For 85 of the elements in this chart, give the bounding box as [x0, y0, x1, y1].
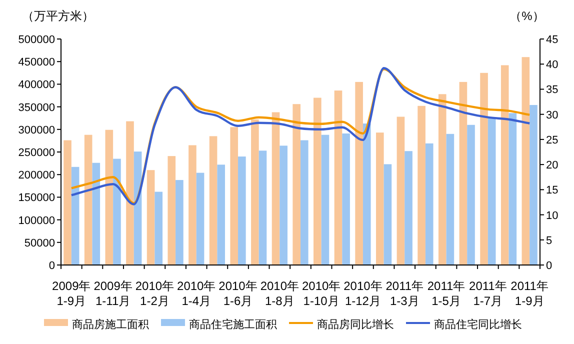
- y2-tick-label: 25: [546, 134, 558, 146]
- bar: [188, 145, 196, 265]
- x-tick-label: 2010年 1-2月: [135, 279, 174, 308]
- y2-axis-title: （%）: [510, 9, 544, 23]
- y2-tick-label: 5: [546, 234, 552, 247]
- bar: [146, 170, 155, 265]
- bar: [446, 134, 454, 265]
- bar: [196, 172, 204, 265]
- bar: [404, 151, 412, 265]
- bar: [300, 140, 308, 265]
- y-tick-label: 100000: [18, 214, 55, 227]
- bar: [64, 140, 72, 265]
- bar: [314, 98, 322, 265]
- x-tick-label: 2011年 1-9月: [510, 279, 548, 308]
- bar: [134, 152, 142, 265]
- bar: [251, 119, 259, 265]
- bar: [488, 118, 496, 265]
- bar: [168, 156, 176, 265]
- x-tick-label: 2009年 1-9月: [52, 279, 91, 308]
- bar: [530, 104, 538, 265]
- bar: [258, 150, 267, 265]
- bar: [92, 162, 100, 265]
- bar: [176, 180, 184, 265]
- bar: [459, 82, 468, 265]
- bar: [280, 146, 288, 265]
- bar: [126, 121, 134, 265]
- y-tick-label: 150000: [18, 192, 55, 204]
- legend-label: 商品住宅施工面积: [189, 318, 277, 331]
- bar: [418, 106, 426, 265]
- bar: [334, 90, 342, 265]
- bar: [522, 57, 530, 265]
- bar: [154, 192, 163, 265]
- x-tick-label: 2011年 1-5月: [427, 279, 466, 308]
- bar: [396, 116, 405, 265]
- y2-tick-label: 45: [546, 34, 558, 46]
- bar: [362, 124, 371, 265]
- x-tick-label: 2009年 1-11月: [94, 279, 132, 308]
- legend-label: 商品住宅同比增长: [434, 318, 522, 331]
- bar: [292, 104, 300, 265]
- bar: [217, 164, 226, 265]
- bar: [425, 143, 434, 265]
- bar: [209, 136, 218, 265]
- bar: [113, 158, 121, 265]
- bar: [105, 130, 114, 265]
- x-tick-label: 2010年 1-12月: [344, 279, 382, 308]
- y-tick-label: 500000: [18, 34, 55, 46]
- y-tick-label: 50000: [24, 237, 55, 250]
- y-tick-label: 0: [48, 260, 55, 272]
- bar: [355, 82, 363, 265]
- y-tick-label: 200000: [18, 170, 55, 182]
- bar: [272, 112, 280, 265]
- bar: [480, 72, 488, 265]
- y-tick-label: 300000: [18, 124, 55, 136]
- y2-tick-label: 30: [546, 109, 558, 122]
- y2-tick-label: 40: [546, 59, 558, 72]
- y2-tick-label: 35: [546, 84, 558, 96]
- legend-label: 商品房施工面积: [72, 318, 149, 331]
- y2-tick-label: 10: [546, 210, 558, 222]
- x-tick-label: 2011年 1-3月: [386, 279, 424, 308]
- y-tick-label: 350000: [18, 102, 55, 114]
- bar: [438, 94, 446, 265]
- x-tick-label: 2010年 1-10月: [302, 279, 341, 308]
- x-tick-label: 2010年 1-8月: [260, 279, 300, 308]
- bar: [84, 134, 92, 265]
- bar: [384, 164, 392, 265]
- bar: [376, 132, 384, 265]
- y-axis-title: （万平方米）: [22, 9, 94, 23]
- bar: [238, 156, 246, 265]
- y-tick-label: 250000: [18, 147, 55, 159]
- x-tick-label: 2010年 1-4月: [177, 279, 216, 308]
- x-tick-label: 2010年 1-6月: [218, 279, 258, 308]
- bar: [321, 134, 330, 265]
- bar: [230, 127, 238, 265]
- bar: [500, 65, 509, 265]
- bar: [508, 113, 517, 265]
- y-tick-label: 450000: [18, 56, 55, 69]
- bar: [342, 133, 350, 265]
- legend-label: 商品房同比增长: [317, 318, 394, 331]
- x-tick-label: 2011年 1-7月: [469, 279, 507, 308]
- y2-tick-label: 20: [546, 160, 558, 172]
- y-tick-label: 400000: [18, 79, 55, 92]
- y2-tick-label: 0: [546, 260, 552, 272]
- y2-tick-label: 15: [546, 184, 558, 197]
- bar: [467, 124, 475, 265]
- bar: [71, 166, 80, 265]
